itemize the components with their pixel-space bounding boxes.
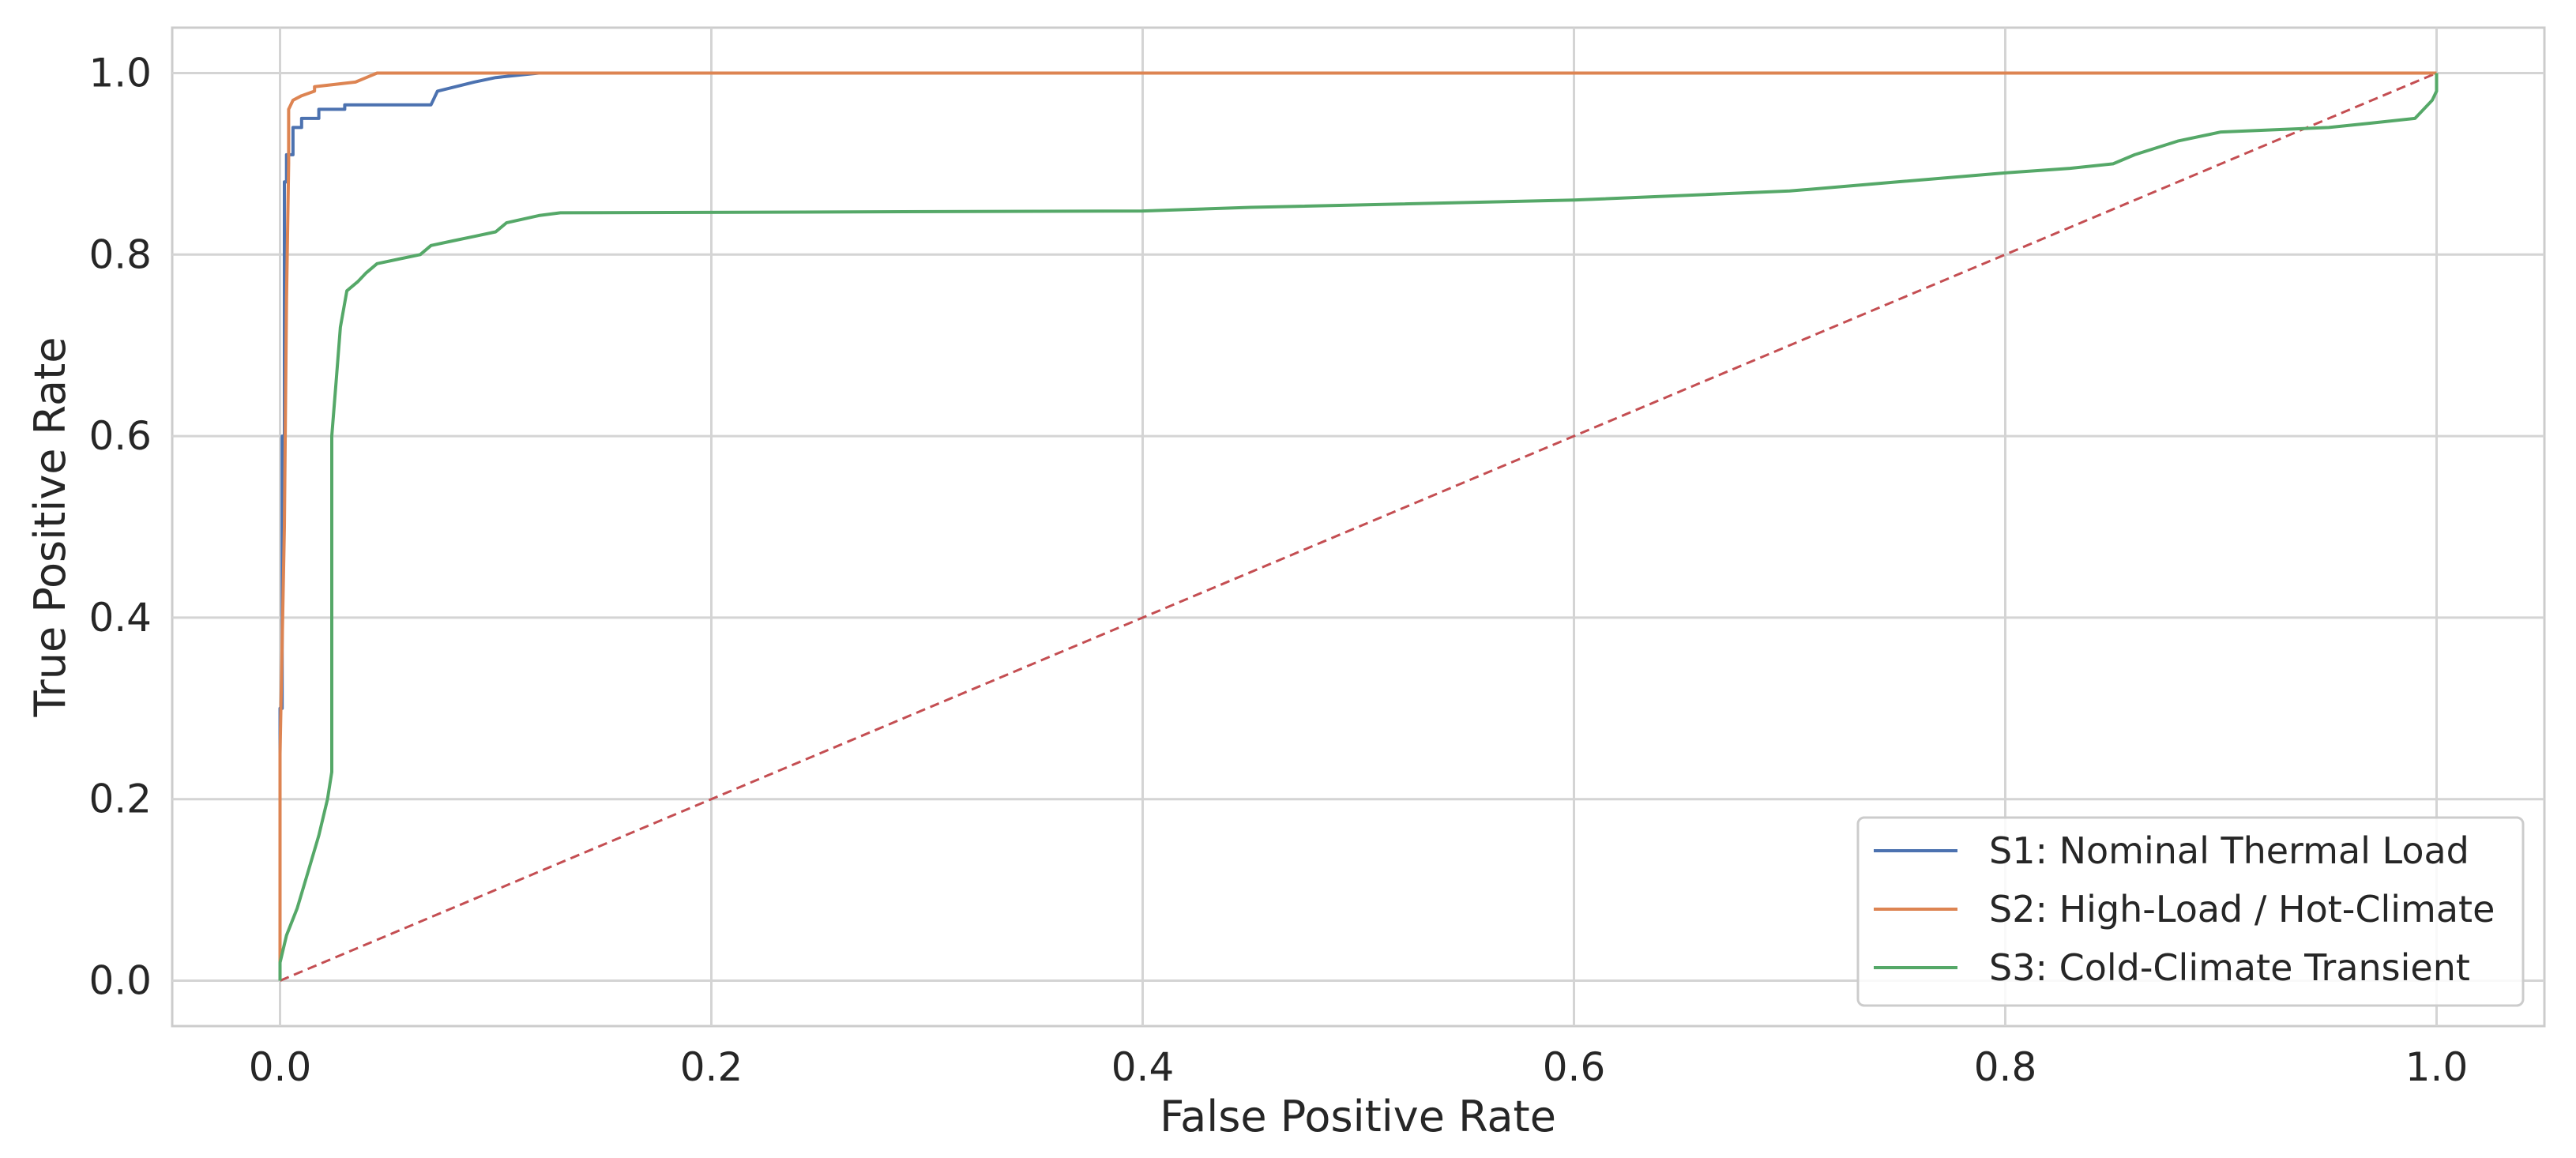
x-tick-label: 0.0 (249, 1044, 312, 1090)
x-tick-label: 1.0 (2405, 1044, 2469, 1090)
x-tick-label: 0.8 (1974, 1044, 2037, 1090)
legend-entry: S2: High-Load / Hot-Climate (1989, 888, 2495, 931)
y-tick-label: 1.0 (88, 50, 152, 96)
roc-curve-s1 (278, 71, 2437, 981)
x-tick-label: 0.6 (1543, 1044, 1606, 1090)
legend-entry: S3: Cold-Climate Transient (1989, 946, 2470, 989)
legend: S1: Nominal Thermal Load S2: High-Load / … (1856, 816, 2525, 1007)
x-tick-label: 0.2 (680, 1044, 743, 1090)
y-tick-label: 0.4 (88, 595, 152, 641)
legend-box (1856, 816, 2525, 1007)
roc-curve-s2 (278, 71, 2437, 981)
y-tick-label: 0.2 (88, 776, 152, 822)
series-lines (278, 71, 2439, 982)
legend-entry: S1: Nominal Thermal Load (1989, 829, 2469, 872)
x-tick-labels: 0.0 0.2 0.4 0.6 0.8 1.0 (249, 1044, 2469, 1090)
y-tick-label: 0.8 (88, 231, 152, 277)
y-tick-label: 0.0 (88, 958, 152, 1004)
y-tick-labels: 0.0 0.2 0.4 0.6 0.8 1.0 (88, 50, 152, 1003)
y-tick-label: 0.6 (88, 413, 152, 459)
y-axis-label: True Positive Rate (25, 336, 75, 717)
roc-curve-s3 (278, 73, 2439, 981)
x-axis-label: False Positive Rate (1160, 1092, 1556, 1141)
x-tick-label: 0.4 (1111, 1044, 1175, 1090)
